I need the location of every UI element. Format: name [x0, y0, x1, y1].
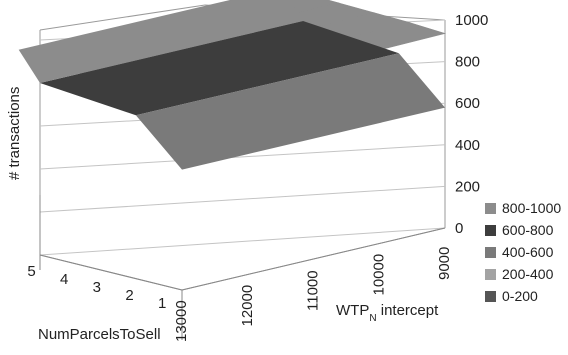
- x-axis-title: WTPN intercept: [336, 302, 439, 324]
- gridline: [39, 227, 446, 256]
- x-tick-label: 10000: [370, 254, 387, 296]
- z-axis-title: # transactions: [6, 87, 23, 180]
- x-tick-label: 11000: [305, 270, 322, 311]
- x-tick-label: 9000: [436, 247, 453, 280]
- y-axis-line: [39, 254, 183, 291]
- z-tick-label: 200: [455, 178, 480, 195]
- gridline: [39, 144, 446, 170]
- y-axis-title: NumParcelsToSell: [38, 326, 161, 343]
- surface-band-400-600: [135, 53, 445, 170]
- x-tick-label: 12000: [239, 285, 256, 327]
- x-tick-label: 13000: [173, 300, 190, 342]
- y-tick-label: 3: [93, 279, 101, 296]
- z-tick-label: 1000: [455, 12, 488, 29]
- legend-label: 400-600: [502, 244, 554, 260]
- legend-label: 600-800: [502, 222, 554, 238]
- legend-swatch: [485, 291, 496, 302]
- z-tick-label: 800: [455, 54, 480, 71]
- legend-swatch: [485, 203, 496, 214]
- x-axis-line: [181, 227, 446, 291]
- legend-swatch: [485, 225, 496, 236]
- floor-axes: [39, 195, 446, 340]
- legend-label: 0-200: [502, 288, 538, 304]
- surface-band-800-1000: [18, 0, 303, 83]
- y-tick-label: 1: [158, 295, 166, 312]
- y-tick-label: 5: [27, 263, 35, 280]
- legend: 800-1000 600-800 400-600 200-400 0-200: [485, 200, 561, 304]
- legend-swatch: [485, 269, 496, 280]
- x-axis-title-main: WTP: [336, 302, 369, 319]
- surface-band-600-800: [40, 21, 399, 116]
- z-tick-label: 400: [455, 137, 480, 154]
- y-tick-label: 2: [125, 287, 133, 304]
- legend-swatch: [485, 247, 496, 258]
- y-axis-ticks: 1 2 3 4 5: [27, 263, 166, 312]
- x-axis-title-sub: N: [369, 313, 376, 324]
- z-axis-ticks: 0 200 400 600 800 1000: [455, 12, 488, 237]
- z-tick-label: 600: [455, 95, 480, 112]
- legend-label: 200-400: [502, 266, 554, 282]
- legend-label: 800-1000: [502, 200, 561, 216]
- x-axis-title-rest: intercept: [377, 302, 440, 319]
- gridline: [39, 185, 446, 213]
- z-tick-label: 0: [455, 220, 463, 237]
- y-tick-label: 4: [60, 271, 68, 288]
- x-axis-ticks: 13000 12000 11000 10000 9000: [173, 247, 453, 342]
- surface: [18, 0, 447, 170]
